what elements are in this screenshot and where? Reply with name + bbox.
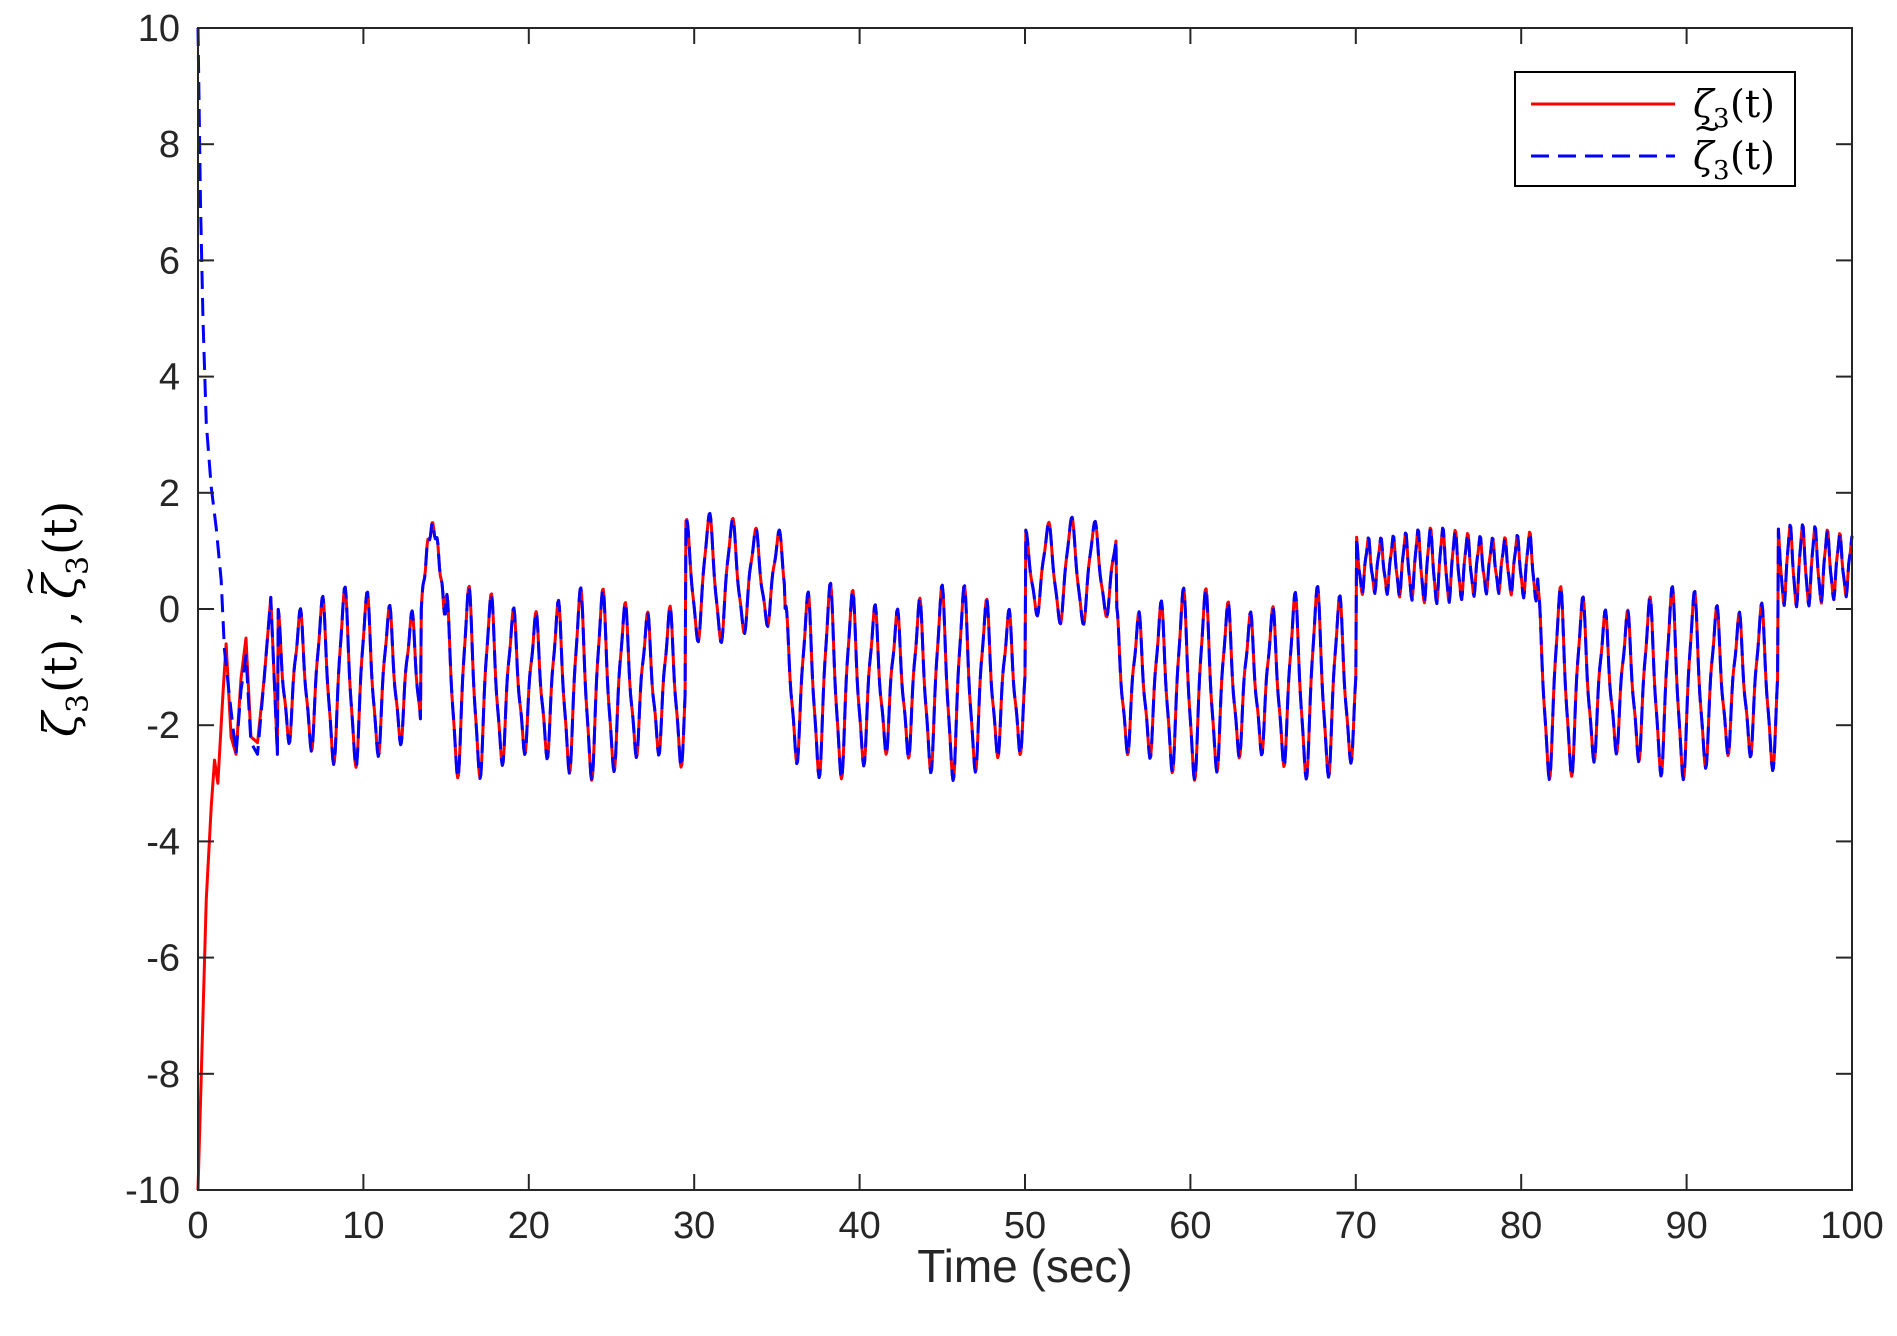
y-tick-label: -8 xyxy=(146,1054,180,1096)
x-tick-label: 10 xyxy=(342,1205,384,1247)
legend-label-zeta3-tilde: ζ 3 (t)~ xyxy=(1693,108,1775,186)
legend-label-base: ζ xyxy=(1693,82,1716,126)
legend-label-arg: (t) xyxy=(1730,82,1775,126)
y-tick-label: -6 xyxy=(146,938,180,980)
ylabel-subscript: 3 xyxy=(61,694,96,713)
series-line-zeta3-tilde xyxy=(196,27,1854,782)
legend-label-tilde: ~ xyxy=(1693,108,1722,148)
y-tick-label: 0 xyxy=(159,589,180,631)
y-axis-title: ζ3(t), ζ3(t)~ xyxy=(7,501,96,737)
ylabel-arg: (t) xyxy=(33,639,87,693)
x-tick-label: 100 xyxy=(1820,1205,1883,1247)
legend: ζ 3 (t)ζ 3 (t)~ xyxy=(1514,71,1796,187)
legend-label-subscript: 3 xyxy=(1713,156,1730,186)
y-tick-label: 2 xyxy=(159,473,180,515)
x-tick-label: 20 xyxy=(508,1205,550,1247)
x-tick-label: 90 xyxy=(1665,1205,1707,1247)
legend-box xyxy=(1514,71,1796,187)
y-tick-label: -10 xyxy=(125,1170,180,1212)
ylabel-zeta: ζ xyxy=(33,709,87,737)
y-tick-label: 4 xyxy=(159,357,180,399)
y-tick-label: -2 xyxy=(146,705,180,747)
ylabel-term-2: ζ3(t) ~ xyxy=(7,501,96,599)
y-tick-label: 6 xyxy=(159,240,180,282)
legend-label-arg: (t) xyxy=(1730,134,1775,178)
y-tick-label: -4 xyxy=(146,821,180,863)
ylabel-tilde: ~ xyxy=(7,565,51,597)
ylabel-separator: , xyxy=(33,610,87,625)
series-layer xyxy=(196,27,1854,1191)
x-tick-label: 40 xyxy=(838,1205,880,1247)
ylabel-subscript: 3 xyxy=(61,556,96,575)
y-tick-label: 10 xyxy=(138,8,180,50)
x-tick-label: 70 xyxy=(1335,1205,1377,1247)
legend-label-zeta3: ζ 3 (t) xyxy=(1693,82,1775,134)
y-tick-label: 8 xyxy=(159,124,180,166)
x-tick-label: 60 xyxy=(1169,1205,1211,1247)
x-tick-label: 0 xyxy=(187,1205,208,1247)
ylabel-arg: (t) xyxy=(33,501,87,555)
x-tick-label: 80 xyxy=(1500,1205,1542,1247)
x-axis-title: Time (sec) xyxy=(917,1240,1133,1292)
ylabel-zeta: ζ xyxy=(33,571,87,599)
ylabel-term-1: ζ3(t) xyxy=(33,639,96,737)
x-tick-label: 30 xyxy=(673,1205,715,1247)
axes-layer: 0 10 20 30 40 50 60 70 80 90 100 -10 -8 -6 -4 -2 0 2 4 6 8 10 xyxy=(125,8,1884,1247)
legend-label-base: ζ xyxy=(1693,134,1716,178)
x-tick-label: 50 xyxy=(1004,1205,1046,1247)
legend-label-subscript: 3 xyxy=(1713,104,1730,134)
